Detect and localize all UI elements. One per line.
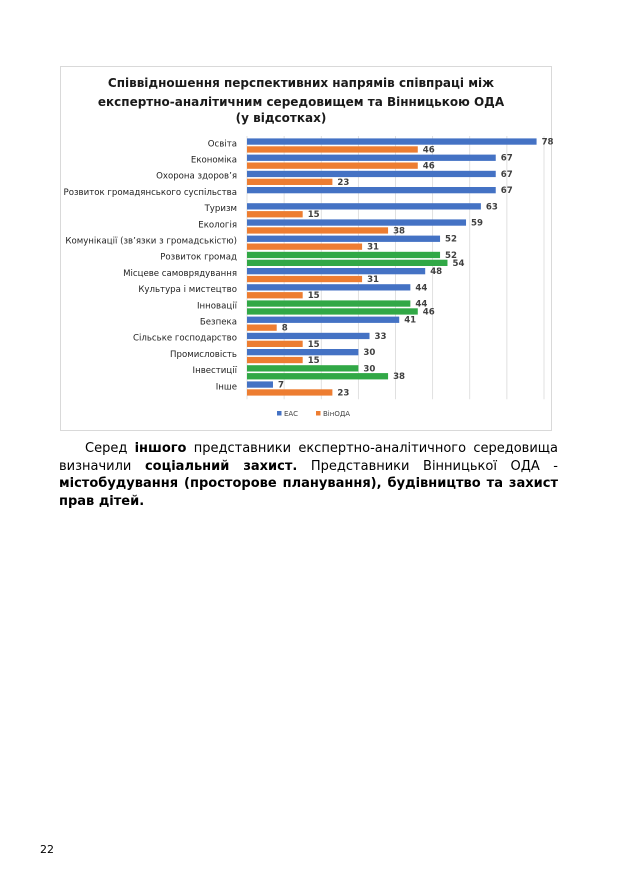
bar [247, 373, 389, 380]
data-label: 67 [501, 186, 513, 196]
bar [247, 381, 273, 388]
data-label: 8 [282, 324, 288, 334]
body-paragraph: Серед іншого представники експертно-анал… [59, 440, 558, 510]
legend-swatch [316, 411, 321, 416]
text-p4: соціальний захист. [144, 458, 298, 474]
category-label: Екологія [198, 220, 237, 230]
data-label: 44 [415, 283, 427, 293]
data-label: 54 [452, 259, 464, 269]
category-label: Інновації [197, 301, 238, 311]
bar [247, 187, 496, 194]
data-label: 48 [430, 267, 442, 277]
bar [247, 146, 418, 153]
bar [247, 211, 303, 218]
data-label: 78 [542, 138, 553, 148]
bar [247, 138, 537, 145]
data-label: 38 [393, 372, 405, 382]
chart-title-line-3: (у відсотках) [236, 111, 327, 125]
bar [247, 389, 333, 396]
page-number: 22 [40, 843, 54, 856]
category-label: Економіка [191, 156, 237, 166]
data-label: 15 [308, 291, 320, 301]
chart-frame: Співвідношення перспективних напрямів сп… [60, 66, 553, 431]
bar [247, 275, 363, 283]
category-label: Освіта [208, 139, 237, 149]
data-label: 33 [375, 332, 387, 342]
bar [247, 219, 467, 226]
data-label: 67 [501, 170, 513, 180]
data-label: 15 [308, 210, 320, 220]
category-label: Інвестиції [193, 366, 238, 376]
text-p3: представники експертно-аналітичного сере… [59, 441, 558, 474]
data-label: 38 [393, 226, 405, 236]
category-label: Інше [216, 382, 237, 392]
data-label: 46 [423, 145, 435, 155]
data-label: 59 [471, 219, 483, 229]
bar [247, 251, 441, 259]
bar [247, 292, 303, 299]
bar [247, 356, 303, 364]
data-label: 52 [445, 235, 457, 245]
data-label: 23 [337, 178, 349, 188]
data-label: 46 [423, 307, 435, 317]
bar [247, 268, 426, 275]
data-label: 15 [308, 356, 320, 366]
data-label: 7 [278, 381, 284, 391]
chart-title-line-2: експертно-аналітичним середовищем та Він… [98, 95, 505, 109]
bar [247, 243, 363, 250]
data-label: 67 [501, 154, 513, 164]
text-p5: Представники Вінницької ОДА - [310, 458, 558, 474]
bar [247, 349, 359, 356]
data-label: 46 [423, 162, 435, 172]
bar [247, 316, 400, 323]
data-label: 30 [363, 348, 375, 358]
data-label: 63 [486, 202, 498, 212]
data-label: 31 [367, 243, 379, 253]
data-label: 44 [415, 300, 427, 310]
category-label: Культура і мистецтво [138, 285, 237, 295]
bar [247, 170, 496, 178]
bar [247, 259, 448, 266]
category-label: Промисловість [170, 350, 237, 360]
category-label: Місцеве самоврядування [123, 269, 237, 279]
category-label: Комунікації (зв’язки з громадськістю) [65, 237, 237, 247]
text-p6: містобудування (просторове планування), … [59, 476, 558, 509]
data-label: 31 [367, 275, 379, 285]
data-label: 52 [445, 251, 457, 261]
legend-swatch [277, 411, 282, 416]
category-label: Охорона здоров’я [156, 172, 237, 182]
bar [247, 154, 496, 161]
bar [247, 284, 411, 291]
text-p2: іншого [134, 441, 187, 456]
bar [247, 340, 303, 347]
bar [247, 235, 441, 242]
bar [247, 203, 481, 210]
category-label: Розвиток громадянського суспільства [64, 188, 237, 198]
text-p1: Серед [85, 441, 128, 456]
bar [247, 227, 389, 234]
data-label: 41 [404, 316, 416, 326]
bar [247, 162, 418, 169]
data-label: 30 [363, 364, 375, 374]
bar [247, 365, 359, 372]
bar-chart: Співвідношення перспективних напрямів сп… [64, 76, 553, 418]
bar [247, 178, 333, 185]
bar [247, 324, 277, 331]
category-label: Безпека [200, 318, 237, 328]
category-label: Розвиток громад [160, 253, 237, 263]
bar [247, 300, 411, 307]
bar [247, 332, 370, 340]
chart-title-line-1: Співвідношення перспективних напрямів сп… [108, 76, 494, 90]
bar [247, 308, 418, 315]
category-label: Туризм [204, 204, 237, 214]
category-label: Сільське господарство [133, 334, 237, 344]
legend-label: EAC [284, 410, 298, 418]
legend-label: ВінОДА [323, 410, 350, 418]
data-label: 15 [308, 340, 320, 350]
data-label: 23 [337, 388, 349, 398]
